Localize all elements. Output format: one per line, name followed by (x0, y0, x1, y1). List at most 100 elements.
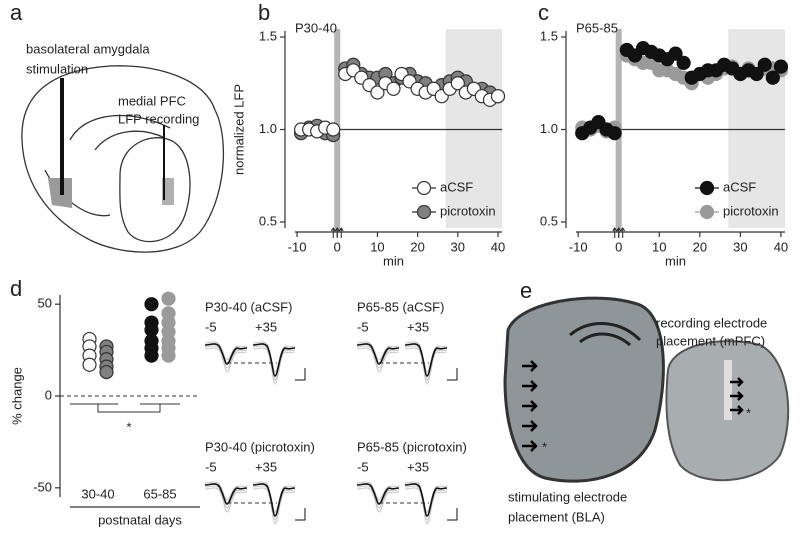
x-tick-label: -10 (288, 239, 307, 254)
data-point (161, 291, 176, 306)
trace-title: P65-85 (picrotoxin) (357, 439, 467, 454)
trace-trial (356, 341, 400, 361)
trace-trial (404, 481, 448, 513)
asterisk: * (542, 439, 547, 454)
x-axis-label: postnatal days (98, 512, 182, 527)
trace-trial (356, 481, 400, 501)
trace-trial (204, 487, 248, 513)
trace-title: P65-85 (aCSF) (357, 299, 444, 314)
legend-label: picrotoxin (440, 203, 496, 218)
trace-label: +35 (407, 319, 429, 334)
trace-trial (404, 347, 448, 385)
asterisk: * (746, 405, 751, 420)
panel-letter: b (258, 0, 270, 25)
shaded-window (445, 29, 502, 228)
y-tick-label: 0 (45, 387, 52, 402)
data-point (82, 357, 97, 372)
trace-trial (204, 345, 248, 369)
brain-outline (21, 65, 224, 253)
legend-marker (699, 180, 715, 196)
data-point (749, 66, 764, 82)
arrow (730, 377, 744, 415)
annotation: * (126, 419, 131, 434)
legend-marker (416, 204, 432, 220)
label: placement (BLA) (508, 509, 605, 524)
trace-title: P30-40 (picrotoxin) (205, 439, 315, 454)
shaded-window (728, 29, 785, 228)
x-tick-label: 10 (370, 239, 384, 254)
x-tick-label: 20 (410, 239, 424, 254)
trace-trial (252, 345, 296, 381)
trace-trial (252, 485, 296, 521)
trace-label: +35 (255, 319, 277, 334)
label: stimulating electrode (508, 489, 627, 504)
trace-trial (404, 345, 448, 381)
trace-mean (404, 343, 448, 377)
pfc-section (119, 137, 191, 243)
trace-label: -5 (357, 459, 369, 474)
scale-bar (447, 508, 458, 521)
trace-label: -5 (205, 319, 217, 334)
trace-trial (356, 487, 400, 513)
y-tick-label: 1.5 (540, 28, 558, 43)
trace-trial (252, 347, 296, 385)
x-tick-label: 30 (451, 239, 465, 254)
data-point (676, 55, 691, 71)
data-point (144, 348, 159, 363)
data-point (326, 122, 341, 137)
label: stimulation (26, 61, 88, 76)
trace-mean (356, 483, 400, 505)
scale-bar (295, 368, 306, 381)
trace-trial (404, 341, 448, 373)
panel-letter: d (10, 276, 22, 301)
x-axis-label: min (665, 253, 686, 268)
y-axis-label: % change (9, 367, 24, 425)
arrow (522, 360, 538, 452)
y-tick-label: 0.5 (540, 213, 558, 228)
y-tick-label: -50 (33, 479, 52, 494)
brain-schematic (21, 65, 224, 253)
data-point (757, 57, 772, 72)
chart-title: P65-85 (576, 20, 618, 35)
electrode-arrows (522, 360, 744, 452)
x-tick-label: 10 (652, 239, 666, 254)
x-tick-label: 20 (693, 239, 707, 254)
panel-letter: e (520, 278, 532, 303)
panel-letter: c (538, 0, 549, 25)
trace-mean (204, 343, 248, 365)
panel-letter: a (10, 0, 23, 25)
trace-mean (204, 483, 248, 505)
data-point (765, 70, 780, 85)
data-point (99, 365, 114, 380)
data-point (161, 348, 176, 363)
category-label: 30-40 (81, 486, 114, 501)
trace-trial (356, 485, 400, 509)
data-point (370, 85, 385, 100)
trace-mean (356, 343, 400, 365)
bla-slice (503, 296, 665, 483)
trace-trial (204, 341, 248, 361)
data-point (490, 89, 506, 104)
y-tick-label: 0.5 (259, 213, 277, 228)
trace-mean (404, 483, 448, 517)
y-tick-label: 50 (38, 296, 52, 311)
label: medial PFC (118, 93, 186, 108)
y-tick-label: 1.0 (259, 121, 277, 136)
legend-marker (699, 204, 715, 220)
trace-label: +35 (407, 459, 429, 474)
trace-title: P30-40 (aCSF) (205, 299, 292, 314)
label: recording electrode (656, 315, 767, 330)
label: basolateral amygdala (26, 41, 150, 56)
trace-mean (252, 483, 296, 517)
y-axis-label: normalized LFP (231, 84, 246, 175)
trace-trial (404, 487, 448, 525)
label: placement (mPFC) (656, 333, 765, 348)
trace-trial (252, 487, 296, 525)
trace-trial (252, 481, 296, 513)
x-tick-label: 0 (334, 239, 341, 254)
trace-label: -5 (357, 319, 369, 334)
trace-trial (204, 481, 248, 501)
trace-trial (204, 347, 248, 373)
